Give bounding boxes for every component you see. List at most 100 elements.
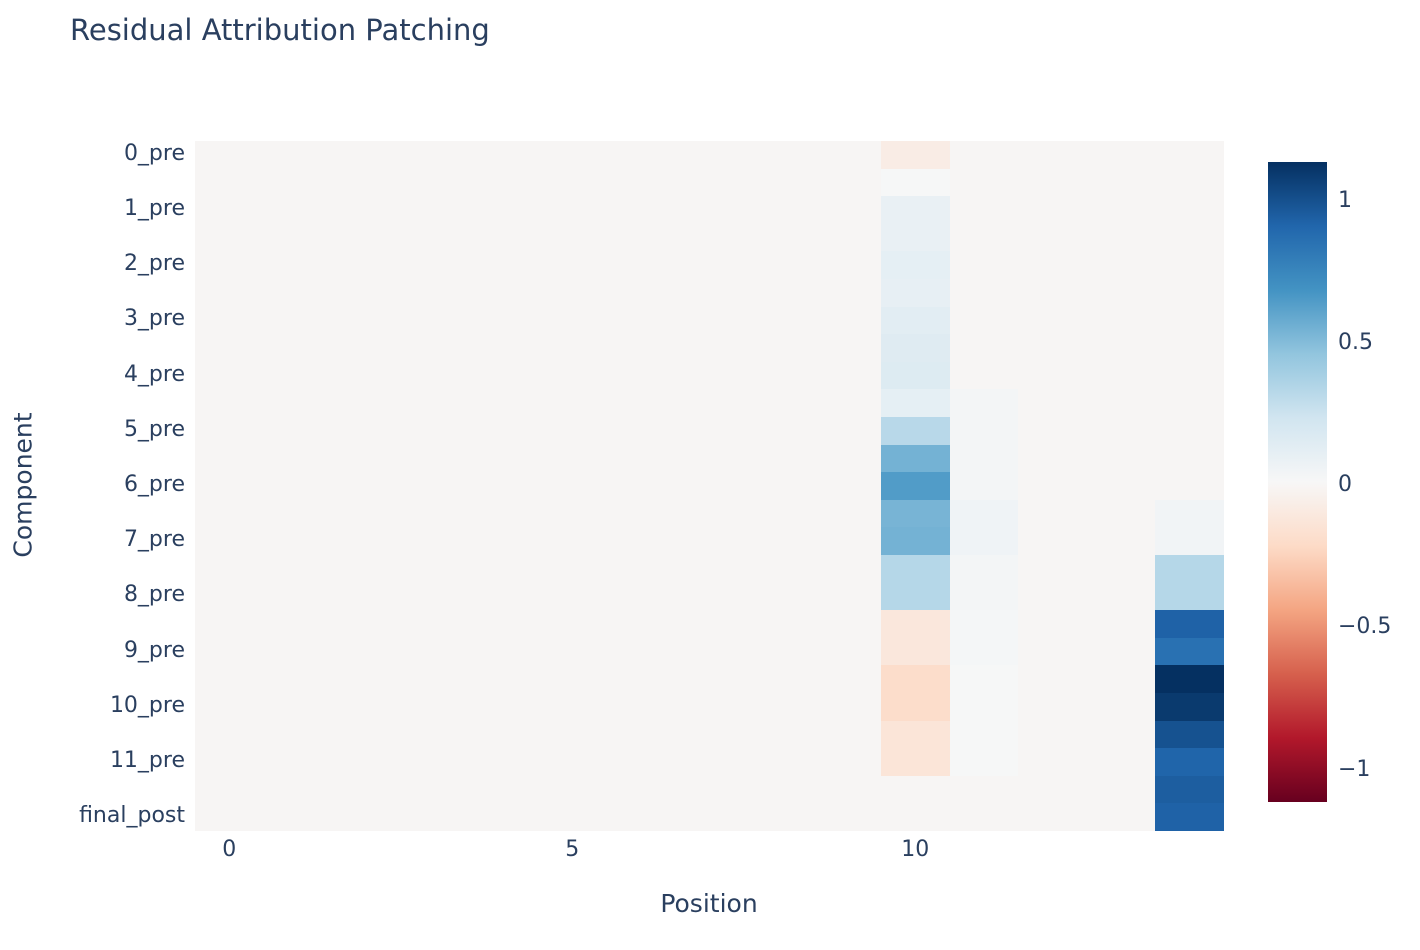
heatmap-cell[interactable] [400, 527, 470, 556]
heatmap-cell[interactable] [469, 417, 539, 446]
heatmap-cell[interactable] [606, 361, 676, 390]
heatmap-cell[interactable] [881, 637, 951, 666]
heatmap-cell[interactable] [1155, 417, 1225, 446]
heatmap-cell[interactable] [743, 444, 813, 473]
heatmap-cell[interactable] [812, 693, 882, 722]
heatmap-cell[interactable] [1155, 499, 1225, 528]
heatmap-cell[interactable] [675, 637, 745, 666]
heatmap-cell[interactable] [606, 251, 676, 280]
heatmap-cell[interactable] [881, 279, 951, 308]
heatmap-cell[interactable] [332, 417, 402, 446]
heatmap-cell[interactable] [332, 334, 402, 363]
heatmap-cell[interactable] [263, 637, 333, 666]
heatmap-cell[interactable] [263, 472, 333, 501]
heatmap-cell[interactable] [675, 527, 745, 556]
heatmap-cell[interactable] [675, 251, 745, 280]
heatmap-cell[interactable] [1155, 665, 1225, 694]
heatmap-cell[interactable] [881, 775, 951, 804]
heatmap-cell[interactable] [812, 168, 882, 197]
heatmap-cell[interactable] [949, 582, 1019, 611]
heatmap-cell[interactable] [812, 251, 882, 280]
heatmap-cell[interactable] [538, 168, 608, 197]
heatmap-cell[interactable] [606, 279, 676, 308]
heatmap-cell[interactable] [812, 665, 882, 694]
heatmap-cell[interactable] [812, 720, 882, 749]
heatmap-cell[interactable] [675, 582, 745, 611]
heatmap-cell[interactable] [606, 748, 676, 777]
heatmap-cell[interactable] [263, 334, 333, 363]
heatmap-cell[interactable] [1086, 637, 1156, 666]
heatmap-cell[interactable] [263, 141, 333, 170]
heatmap-cell[interactable] [812, 472, 882, 501]
heatmap-cell[interactable] [469, 444, 539, 473]
heatmap-cell[interactable] [743, 803, 813, 832]
heatmap-cell[interactable] [195, 417, 265, 446]
heatmap-cell[interactable] [1086, 361, 1156, 390]
heatmap-cell[interactable] [675, 389, 745, 418]
heatmap-cell[interactable] [1018, 141, 1088, 170]
heatmap-cell[interactable] [195, 527, 265, 556]
heatmap-cell[interactable] [743, 748, 813, 777]
heatmap-cell[interactable] [743, 610, 813, 639]
heatmap-cell[interactable] [195, 582, 265, 611]
heatmap-cell[interactable] [1155, 472, 1225, 501]
heatmap-cell[interactable] [812, 361, 882, 390]
heatmap-cell[interactable] [881, 555, 951, 584]
heatmap-cell[interactable] [263, 665, 333, 694]
heatmap-cell[interactable] [400, 444, 470, 473]
heatmap-cell[interactable] [1086, 748, 1156, 777]
heatmap-cell[interactable] [949, 361, 1019, 390]
heatmap-cell[interactable] [263, 444, 333, 473]
heatmap-cell[interactable] [1155, 306, 1225, 335]
heatmap-cell[interactable] [606, 775, 676, 804]
heatmap-cell[interactable] [1086, 196, 1156, 225]
heatmap-cell[interactable] [949, 306, 1019, 335]
heatmap-cell[interactable] [881, 223, 951, 252]
heatmap-cell[interactable] [606, 168, 676, 197]
heatmap-cell[interactable] [1018, 693, 1088, 722]
heatmap-cell[interactable] [606, 306, 676, 335]
heatmap-cell[interactable] [1086, 168, 1156, 197]
heatmap-cell[interactable] [263, 499, 333, 528]
heatmap-cell[interactable] [400, 582, 470, 611]
heatmap-cell[interactable] [332, 279, 402, 308]
heatmap-cell[interactable] [538, 803, 608, 832]
heatmap-cell[interactable] [949, 334, 1019, 363]
heatmap-cell[interactable] [743, 665, 813, 694]
heatmap-cell[interactable] [469, 223, 539, 252]
heatmap-cell[interactable] [469, 168, 539, 197]
heatmap-cell[interactable] [812, 279, 882, 308]
heatmap-cell[interactable] [400, 389, 470, 418]
heatmap-cell[interactable] [743, 141, 813, 170]
heatmap-cell[interactable] [195, 389, 265, 418]
heatmap-cell[interactable] [949, 499, 1019, 528]
heatmap-cell[interactable] [949, 444, 1019, 473]
heatmap-cell[interactable] [263, 775, 333, 804]
heatmap-cell[interactable] [1086, 555, 1156, 584]
heatmap-cell[interactable] [1086, 334, 1156, 363]
heatmap-cell[interactable] [1018, 389, 1088, 418]
heatmap-cell[interactable] [881, 141, 951, 170]
heatmap-cell[interactable] [675, 168, 745, 197]
heatmap-cell[interactable] [881, 334, 951, 363]
heatmap-cell[interactable] [1086, 803, 1156, 832]
heatmap-cell[interactable] [195, 251, 265, 280]
heatmap-cell[interactable] [469, 361, 539, 390]
heatmap-cell[interactable] [881, 472, 951, 501]
heatmap-cell[interactable] [1155, 279, 1225, 308]
heatmap-cell[interactable] [538, 637, 608, 666]
heatmap-cell[interactable] [195, 693, 265, 722]
heatmap-cell[interactable] [263, 803, 333, 832]
heatmap-cell[interactable] [332, 141, 402, 170]
heatmap-cell[interactable] [263, 361, 333, 390]
heatmap-cell[interactable] [675, 472, 745, 501]
heatmap-cell[interactable] [881, 610, 951, 639]
heatmap-cell[interactable] [675, 334, 745, 363]
heatmap-cell[interactable] [332, 693, 402, 722]
heatmap-cell[interactable] [195, 361, 265, 390]
heatmap-cell[interactable] [195, 141, 265, 170]
heatmap-cell[interactable] [1018, 499, 1088, 528]
heatmap-cell[interactable] [469, 720, 539, 749]
heatmap-cell[interactable] [1018, 472, 1088, 501]
heatmap-cell[interactable] [675, 417, 745, 446]
